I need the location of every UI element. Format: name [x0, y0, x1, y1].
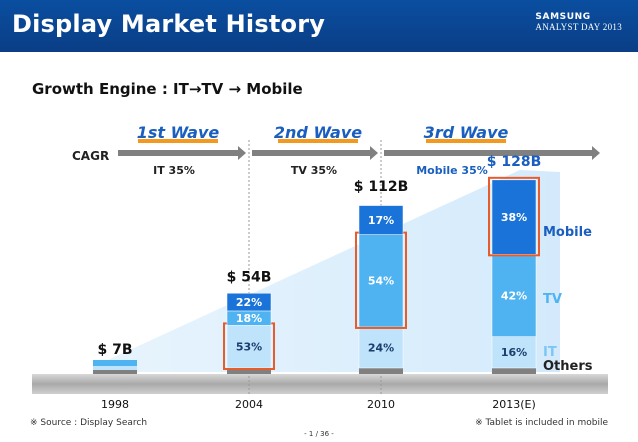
wave-rate: IT 35%	[153, 164, 195, 177]
growth-wedge	[108, 170, 560, 372]
cagr-arrow	[118, 146, 246, 160]
header-bar: Display Market History SAMSUNG ANALYST D…	[0, 0, 638, 52]
floor-strip	[32, 374, 608, 394]
bar-segment-others	[359, 368, 403, 374]
segment-label: 18%	[236, 312, 262, 325]
bar-segment	[93, 366, 137, 370]
wave-rate: Mobile 35%	[416, 164, 488, 177]
source-note: ※ Source : Display Search	[30, 418, 148, 428]
wave-title: 3rd Wave	[424, 123, 509, 142]
x-tick-label: 2010	[367, 398, 395, 411]
page-title: Display Market History	[12, 10, 326, 38]
bar-segment-others	[227, 368, 271, 374]
cagr-arrow	[384, 146, 600, 160]
wave-title: 1st Wave	[137, 123, 220, 142]
bar-segment-mobile	[226, 293, 272, 312]
legend-it: IT	[543, 345, 557, 360]
page-number: - 1 / 36 -	[304, 430, 334, 438]
segment-label: 42%	[501, 289, 527, 302]
total-label: $ 112B	[354, 179, 409, 195]
segment-label: 22%	[236, 296, 262, 309]
slide-subtitle: Growth Engine : IT→TV → Mobile	[32, 80, 303, 98]
highlight-box	[488, 176, 540, 257]
bar-segment-it	[358, 326, 404, 369]
total-label: $ 54B	[227, 270, 272, 286]
brand-event: ANALYST DAY 2013	[535, 22, 622, 32]
wave-underline	[138, 139, 218, 143]
bar-segment-mobile	[358, 205, 404, 235]
wave-title: 2nd Wave	[274, 123, 362, 142]
tablet-note: ※ Tablet is included in mobile	[475, 418, 608, 428]
total-label: $ 128B	[487, 154, 542, 170]
total-label: $ 7B	[97, 342, 132, 358]
segment-label: 17%	[368, 214, 394, 227]
bar-segment	[93, 360, 137, 370]
segment-label: 53%	[236, 341, 262, 354]
wave-underline	[426, 139, 506, 143]
brand-name: SAMSUNG	[535, 12, 591, 22]
cagr-arrow	[252, 146, 378, 160]
bar-segment-mobile	[491, 179, 537, 255]
wave-underline	[278, 139, 358, 143]
brand-logo: SAMSUNG ANALYST DAY 2013	[535, 12, 622, 32]
segment-label: 54%	[368, 275, 394, 288]
legend-mobile: Mobile	[543, 225, 592, 240]
x-tick-label: 2004	[235, 398, 263, 411]
bar-segment-tv	[358, 234, 404, 328]
bar-segment-it	[226, 325, 272, 369]
segment-label: 16%	[501, 346, 527, 359]
wave-rate: TV 35%	[291, 164, 337, 177]
x-tick-label: 2013(E)	[492, 398, 536, 411]
segment-label: 38%	[501, 211, 527, 224]
bar-segment-others	[93, 370, 137, 374]
bar-segment-it	[491, 336, 537, 369]
cagr-label: CAGR	[72, 149, 109, 163]
bar-segment-tv	[491, 254, 537, 337]
x-tick-label: 1998	[101, 398, 129, 411]
legend-tv: TV	[543, 292, 562, 307]
bar-segment-others	[492, 368, 536, 374]
legend-others: Others	[543, 359, 593, 374]
segment-label: 24%	[368, 341, 394, 354]
